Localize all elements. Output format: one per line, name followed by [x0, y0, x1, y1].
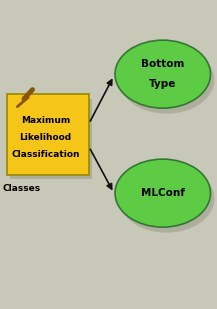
Text: Classification: Classification	[11, 150, 80, 159]
Ellipse shape	[115, 40, 210, 108]
Text: Likelihood: Likelihood	[20, 133, 72, 142]
Text: Classes: Classes	[2, 184, 40, 193]
Text: Type: Type	[149, 79, 176, 89]
FancyBboxPatch shape	[10, 99, 92, 179]
Text: Maximum: Maximum	[21, 116, 70, 125]
Ellipse shape	[119, 165, 214, 233]
Ellipse shape	[119, 46, 214, 114]
Ellipse shape	[115, 159, 210, 227]
Text: Bottom: Bottom	[141, 59, 184, 69]
FancyBboxPatch shape	[7, 94, 89, 175]
Text: MLConf: MLConf	[141, 188, 185, 198]
